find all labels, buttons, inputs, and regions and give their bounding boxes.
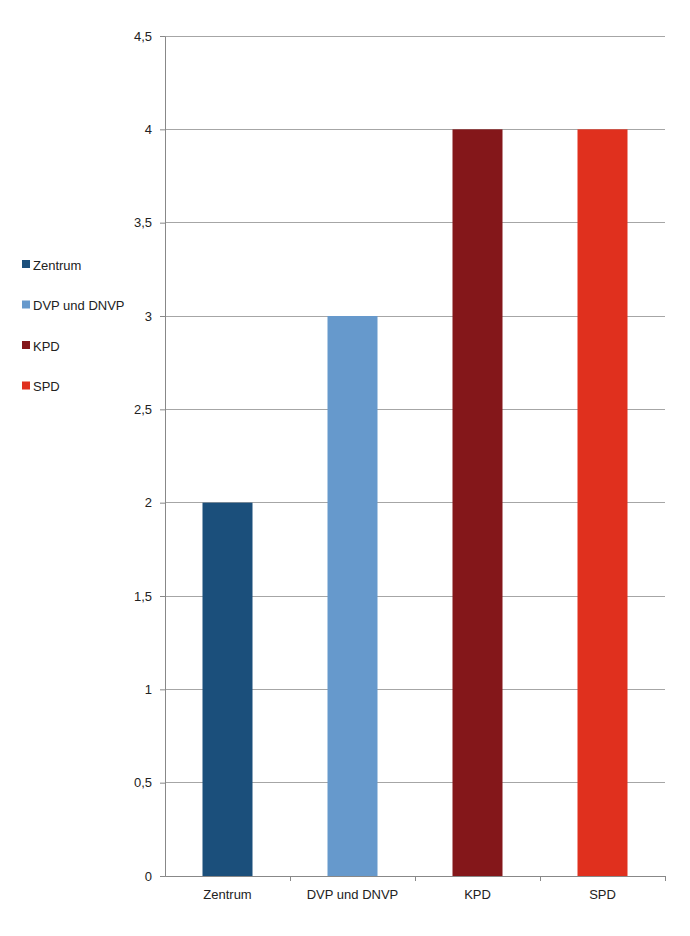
legend-label: KPD <box>33 339 60 354</box>
y-tick-label: 4 <box>145 122 152 137</box>
legend-item: DVP und DNVP <box>22 298 125 313</box>
y-tick-label: 1,5 <box>134 589 152 604</box>
y-tick-mark <box>160 36 165 37</box>
grid-line <box>165 36 665 37</box>
legend-swatch <box>22 260 30 268</box>
x-tick: DVP und DNVP <box>307 876 399 902</box>
y-tick-mark <box>160 503 165 504</box>
y-tick-mark <box>160 316 165 317</box>
plot: 0 0,5 1 1,5 2 2,5 3 3,5 4 4,5 Zentrum DVP und DNVP K… <box>134 29 666 903</box>
y-tick-mark <box>160 129 165 130</box>
legend-item: KPD <box>22 339 60 354</box>
y-tick-label: 0,5 <box>134 775 152 790</box>
x-tick-label: KPD <box>464 887 491 902</box>
y-tick-label: 3 <box>145 309 152 324</box>
legend-swatch <box>22 382 30 390</box>
y-tick: 1,5 <box>134 589 165 604</box>
x-divider <box>415 876 416 881</box>
legend-swatch <box>22 341 30 349</box>
y-tick-label: 0 <box>145 869 152 884</box>
legend-label: DVP und DNVP <box>33 298 125 313</box>
x-dividers <box>290 876 665 881</box>
y-tick: 2,5 <box>134 402 165 417</box>
bars <box>203 129 628 876</box>
legend-label: Zentrum <box>33 258 81 273</box>
y-tick-label: 2 <box>145 495 152 510</box>
y-tick: 3 <box>145 309 165 324</box>
y-tick: 0,5 <box>134 775 165 790</box>
chart-svg: 0 0,5 1 1,5 2 2,5 3 3,5 4 4,5 Zentrum DVP und DNVP K… <box>0 0 690 936</box>
legend-item: SPD <box>22 379 60 394</box>
bar <box>578 129 628 876</box>
bar <box>328 316 378 876</box>
legend-label: SPD <box>33 379 60 394</box>
y-tick: 2 <box>145 495 165 510</box>
bar <box>453 129 503 876</box>
y-tick-label: 4,5 <box>134 29 152 44</box>
y-tick-mark <box>160 409 165 410</box>
legend-swatch <box>22 301 30 309</box>
x-tick: SPD <box>589 876 616 902</box>
x-tick-label: SPD <box>589 887 616 902</box>
chart-container: 0 0,5 1 1,5 2 2,5 3 3,5 4 4,5 Zentrum DVP und DNVP K… <box>0 0 690 936</box>
x-divider <box>665 876 666 881</box>
x-divider <box>540 876 541 881</box>
legend: Zentrum DVP und DNVP KPD SPD <box>22 258 125 395</box>
x-tick: Zentrum <box>203 876 251 902</box>
y-tick-label: 2,5 <box>134 402 152 417</box>
y-axis-line <box>165 37 166 877</box>
y-tick-mark <box>160 596 165 597</box>
y-tick-label: 3,5 <box>134 215 152 230</box>
y-tick: 3,5 <box>134 215 165 230</box>
y-tick-mark <box>160 783 165 784</box>
x-tick-label: DVP und DNVP <box>307 887 399 902</box>
y-axis: 0 0,5 1 1,5 2 2,5 3 3,5 4 4,5 <box>134 29 166 884</box>
y-tick: 0 <box>145 869 165 884</box>
x-tick-label: Zentrum <box>203 887 251 902</box>
bar <box>203 503 253 876</box>
x-axis: Zentrum DVP und DNVP KPD SPD <box>166 876 666 902</box>
grid <box>165 36 665 876</box>
x-divider <box>290 876 291 881</box>
y-tick-mark <box>160 876 165 877</box>
y-tick-mark <box>160 689 165 690</box>
x-tick: KPD <box>464 876 491 902</box>
y-tick-label: 1 <box>145 682 152 697</box>
y-tick: 4 <box>145 122 165 137</box>
legend-item: Zentrum <box>22 258 81 273</box>
y-tick-mark <box>160 223 165 224</box>
y-tick: 1 <box>145 682 165 697</box>
y-tick: 4,5 <box>134 29 165 44</box>
